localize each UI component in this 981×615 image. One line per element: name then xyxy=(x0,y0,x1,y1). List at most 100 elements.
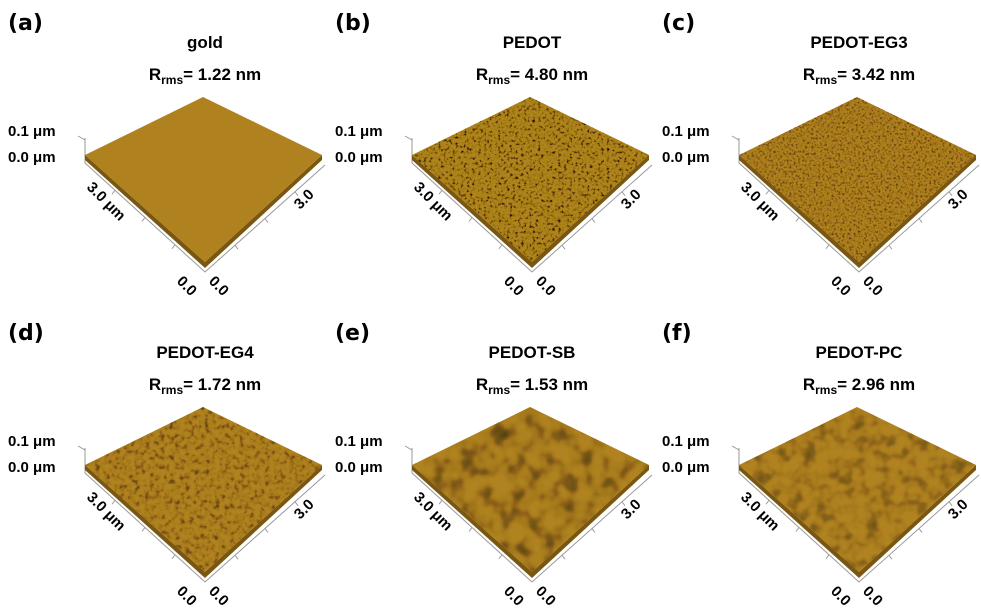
tick xyxy=(439,190,442,194)
panel-label: (f) xyxy=(662,321,692,346)
rrms-subscript: rms xyxy=(161,383,183,397)
tick xyxy=(235,555,238,559)
panel-title: PEDOT-SB xyxy=(489,343,576,362)
z-top-label: 0.1 μm xyxy=(662,433,710,450)
rrms-symbol: R xyxy=(803,65,815,84)
tick xyxy=(142,528,145,532)
figure: (a)goldRrms= 1.22 nm0.1 μm0.0 μm3.0 μm0.… xyxy=(0,0,981,615)
tick xyxy=(826,555,829,559)
tick xyxy=(919,529,922,533)
panel-title: gold xyxy=(187,33,223,52)
y-origin-label: 0.0 xyxy=(827,583,854,610)
rrms-value: = 1.53 nm xyxy=(510,375,588,394)
tick xyxy=(265,219,268,223)
tick xyxy=(172,555,175,559)
y-origin-label: 0.0 xyxy=(500,273,527,300)
roughness: Rrms= 1.72 nm xyxy=(149,375,261,397)
rrms-subscript: rms xyxy=(161,73,183,87)
panel-title: PEDOT-EG4 xyxy=(156,343,254,362)
tick xyxy=(889,555,892,559)
rrms-symbol: R xyxy=(149,375,161,394)
z-bottom-label: 0.0 μm xyxy=(8,459,56,476)
roughness: Rrms= 1.22 nm xyxy=(149,65,261,87)
tick xyxy=(439,500,442,504)
z-tick xyxy=(405,136,412,140)
x-origin-label: 0.0 xyxy=(859,273,886,300)
rrms-symbol: R xyxy=(803,375,815,394)
tick xyxy=(562,555,565,559)
tick xyxy=(919,219,922,223)
tick xyxy=(172,245,175,249)
y-origin-label: 0.0 xyxy=(500,583,527,610)
roughness: Rrms= 3.42 nm xyxy=(803,65,915,87)
roughness: Rrms= 1.53 nm xyxy=(476,375,588,397)
x-far-label: 3.0 xyxy=(945,186,972,213)
tick xyxy=(766,190,769,194)
z-top-label: 0.1 μm xyxy=(662,123,710,140)
z-top-label: 0.1 μm xyxy=(8,123,56,140)
rrms-subscript: rms xyxy=(815,383,837,397)
z-tick xyxy=(732,136,739,140)
panel-label: (a) xyxy=(8,11,43,36)
x-origin-label: 0.0 xyxy=(205,583,232,610)
tick xyxy=(469,218,472,222)
tick xyxy=(826,245,829,249)
rrms-symbol: R xyxy=(149,65,161,84)
rrms-symbol: R xyxy=(476,375,488,394)
z-top-label: 0.1 μm xyxy=(335,433,383,450)
afm-panel: (d) PEDOT-EG4 Rrms= 1.72 nm 0.1 μm 0.0 μm 3.0… xyxy=(8,321,325,610)
rrms-value: = 4.80 nm xyxy=(510,65,588,84)
x-far-label: 3.0 xyxy=(291,186,318,213)
tick xyxy=(796,528,799,532)
tick xyxy=(592,529,595,533)
rrms-subscript: rms xyxy=(815,73,837,87)
tick xyxy=(766,500,769,504)
panel-title: PEDOT-EG3 xyxy=(810,33,907,52)
x-far-label: 3.0 xyxy=(618,186,645,213)
z-tick xyxy=(78,136,85,140)
tick xyxy=(889,245,892,249)
x-far-label: 3.0 xyxy=(291,496,318,523)
z-top-label: 0.1 μm xyxy=(8,433,56,450)
rrms-symbol: R xyxy=(476,65,488,84)
z-tick xyxy=(732,446,739,450)
z-bottom-label: 0.0 μm xyxy=(335,459,383,476)
tick xyxy=(499,245,502,249)
tick xyxy=(562,245,565,249)
tick xyxy=(112,500,115,504)
tick xyxy=(265,529,268,533)
x-origin-label: 0.0 xyxy=(205,273,232,300)
x-origin-label: 0.0 xyxy=(532,273,559,300)
rrms-value: = 1.72 nm xyxy=(183,375,261,394)
x-far-label: 3.0 xyxy=(618,496,645,523)
roughness: Rrms= 2.96 nm xyxy=(803,375,915,397)
rrms-value: = 1.22 nm xyxy=(183,65,261,84)
rrms-subscript: rms xyxy=(488,383,510,397)
panel-label: (b) xyxy=(335,11,371,36)
x-origin-label: 0.0 xyxy=(532,583,559,610)
rrms-value: = 3.42 nm xyxy=(837,65,915,84)
panel-label: (c) xyxy=(662,11,695,36)
surface-texture xyxy=(85,97,322,262)
tick xyxy=(469,528,472,532)
surface-texture xyxy=(739,97,976,262)
tick xyxy=(796,218,799,222)
roughness: Rrms= 4.80 nm xyxy=(476,65,588,87)
surface-texture xyxy=(739,407,976,572)
panel-label: (d) xyxy=(8,321,44,346)
panel-label: (e) xyxy=(335,321,370,346)
rrms-subscript: rms xyxy=(488,73,510,87)
panel-title: PEDOT xyxy=(503,33,562,52)
y-origin-label: 0.0 xyxy=(173,273,200,300)
z-tick xyxy=(405,446,412,450)
z-bottom-label: 0.0 μm xyxy=(8,149,56,166)
y-origin-label: 0.0 xyxy=(827,273,854,300)
z-bottom-label: 0.0 μm xyxy=(662,459,710,476)
z-tick xyxy=(78,446,85,450)
x-far-label: 3.0 xyxy=(945,496,972,523)
